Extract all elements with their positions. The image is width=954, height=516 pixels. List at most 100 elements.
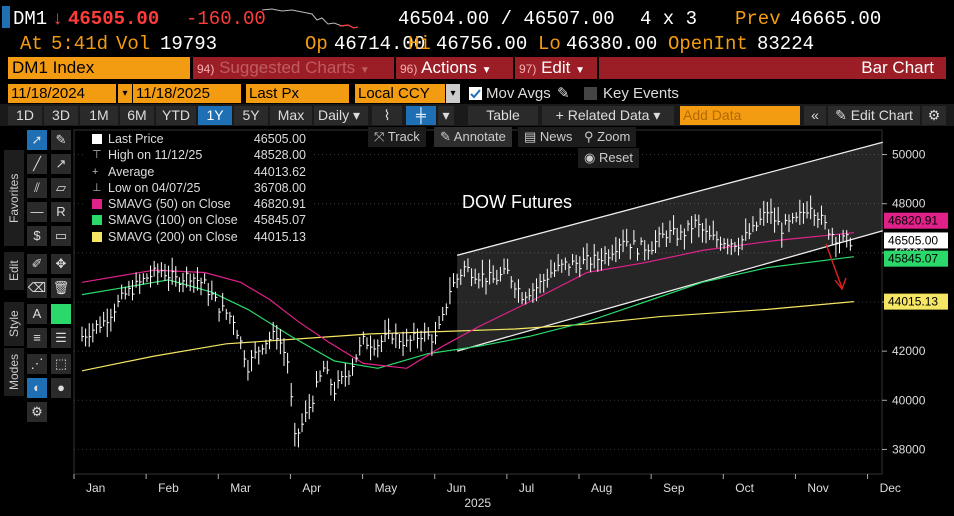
suggested-charts-menu[interactable]: 94) Suggested Charts ▼ bbox=[193, 57, 394, 79]
bar-chart-icon[interactable]: ╪ bbox=[406, 106, 436, 125]
channel-fill bbox=[457, 142, 883, 352]
period-5y[interactable]: 5Y bbox=[234, 106, 268, 125]
legend-row[interactable]: ⊤ High on 11/12/25 48528.00 bbox=[84, 147, 312, 163]
start-date-dropdown-icon[interactable]: ▾ bbox=[118, 84, 132, 103]
y-tick-label: 48000 bbox=[892, 197, 926, 211]
edit-menu[interactable]: 97) Edit ▼ bbox=[515, 57, 597, 79]
legend-row[interactable]: + Average 44013.62 bbox=[84, 164, 312, 180]
period-ytd[interactable]: YTD bbox=[156, 106, 196, 125]
price-tag-label: 46505.00 bbox=[888, 233, 938, 247]
line-chart-icon[interactable]: ⌇ bbox=[372, 106, 402, 125]
price-tag bbox=[884, 232, 948, 249]
pointer-icon[interactable]: ➚ bbox=[27, 130, 47, 150]
start-date-field[interactable]: 11/18/2024 bbox=[8, 84, 116, 103]
trash-icon[interactable]: 🗑 bbox=[51, 278, 71, 298]
hline-icon[interactable]: — bbox=[27, 202, 47, 222]
tab-style[interactable]: Style bbox=[4, 302, 24, 346]
pencil-icon[interactable]: ✎ bbox=[557, 85, 570, 102]
bid-ask: 46504.00 / 46507.00 bbox=[398, 8, 615, 30]
collapse-icon[interactable]: « bbox=[804, 106, 826, 125]
eraser-icon[interactable]: ⌫ bbox=[27, 278, 47, 298]
zoom-button[interactable]: ⚲ Zoom bbox=[578, 127, 637, 147]
down-arrow-icon: ↓ bbox=[52, 8, 64, 30]
period-3d[interactable]: 3D bbox=[44, 106, 78, 125]
period-1d[interactable]: 1D bbox=[8, 106, 42, 125]
fib-icon[interactable]: $ bbox=[27, 226, 47, 246]
crosshair-icon[interactable]: ⋰ bbox=[27, 354, 47, 374]
x-tick-label: Feb bbox=[158, 481, 179, 495]
annotate-button[interactable]: ✎ Annotate bbox=[434, 127, 512, 147]
gear-icon[interactable]: ⚙ bbox=[922, 106, 946, 125]
openint-label: OpenInt bbox=[668, 33, 748, 55]
y-tick-label: 42000 bbox=[892, 344, 926, 358]
field-selector[interactable]: Last Px bbox=[246, 84, 349, 103]
legend-value: 44013.62 bbox=[253, 164, 306, 179]
price-tag-label: 44015.13 bbox=[888, 295, 938, 309]
period-max[interactable]: Max bbox=[270, 106, 312, 125]
legend-row[interactable]: SMAVG (100) on Close 45845.07 bbox=[84, 212, 312, 228]
mov-avgs-checkbox[interactable] bbox=[469, 87, 482, 100]
palette-icon[interactable]: ● bbox=[51, 378, 71, 398]
mode-icon[interactable]: ◐ bbox=[27, 378, 47, 398]
legend-swatch bbox=[92, 134, 102, 144]
brush-icon[interactable]: ✐ bbox=[27, 254, 47, 274]
period-1m[interactable]: 1M bbox=[80, 106, 118, 125]
legend-row[interactable]: ⊥ Low on 04/07/25 36708.00 bbox=[84, 180, 312, 196]
box-icon[interactable]: ▭ bbox=[51, 226, 71, 246]
related-data-button[interactable]: + Related Data ▾ bbox=[542, 106, 674, 125]
period-6m[interactable]: 6M bbox=[120, 106, 154, 125]
legend-marker-icon: ⊥ bbox=[92, 181, 102, 194]
quote-header: DM1 ↓ 46505.00 -160.00 46504.00 / 46507.… bbox=[0, 0, 954, 56]
chart-type-label[interactable]: Bar Chart bbox=[599, 57, 946, 79]
legend-row[interactable]: Last Price 46505.00 bbox=[84, 131, 312, 147]
tab-modes[interactable]: Modes bbox=[4, 348, 24, 396]
magnet-icon[interactable]: ⬚ bbox=[51, 354, 71, 374]
actions-menu[interactable]: 96) Actions ▼ bbox=[396, 57, 513, 79]
y-tick-label: 40000 bbox=[892, 393, 926, 407]
x-tick-label: Nov bbox=[807, 481, 828, 495]
end-date-field[interactable]: 11/18/2025 bbox=[133, 84, 241, 103]
legend-name: SMAVG (200) on Close bbox=[108, 229, 238, 244]
frequency-selector[interactable]: Daily ▾ bbox=[314, 106, 368, 125]
pen-icon[interactable]: ✎ bbox=[51, 130, 71, 150]
currency-selector[interactable]: Local CCY bbox=[355, 84, 445, 103]
period-1y[interactable]: 1Y bbox=[198, 106, 232, 125]
reset-button[interactable]: ◉ Reset bbox=[578, 148, 639, 168]
volume: 19793 bbox=[160, 33, 218, 55]
channel-icon[interactable]: ⫽ bbox=[27, 178, 47, 198]
legend-row[interactable]: SMAVG (200) on Close 44015.13 bbox=[84, 229, 312, 245]
table-button[interactable]: Table bbox=[468, 106, 538, 125]
x-tick-label: Aug bbox=[591, 481, 612, 495]
currency-dropdown-icon[interactable]: ▾ bbox=[446, 84, 460, 103]
legend-swatch bbox=[92, 231, 102, 242]
ticker[interactable]: DM1 bbox=[13, 8, 48, 30]
style-text-icon[interactable]: A bbox=[27, 304, 47, 324]
trendline-icon[interactable]: ╱ bbox=[27, 154, 47, 174]
edit-chart-button[interactable]: ✎ Edit Chart bbox=[828, 106, 920, 125]
sma200-line bbox=[81, 301, 854, 372]
ray-icon[interactable]: ↗ bbox=[51, 154, 71, 174]
color-swatch-icon[interactable] bbox=[51, 304, 71, 324]
move-icon[interactable]: ✥ bbox=[51, 254, 71, 274]
add-data-field[interactable]: Add Data bbox=[680, 106, 800, 125]
news-label: News bbox=[539, 129, 573, 144]
security-field[interactable]: DM1 Index bbox=[8, 57, 190, 79]
key-events-checkbox[interactable] bbox=[584, 87, 597, 100]
track-button[interactable]: ⤧ Track bbox=[368, 127, 426, 147]
text-icon[interactable]: R bbox=[51, 202, 71, 222]
news-button[interactable]: ▤ News bbox=[518, 127, 579, 147]
chart-area[interactable]: 38000400004200044000460004800050000JanFe… bbox=[0, 126, 954, 516]
chart-style-dropdown-icon[interactable]: ▾ bbox=[438, 106, 454, 125]
toolbar: 1D 3D 1M 6M YTD 1Y 5Y Max Daily ▾ ⌇ ╪ ▾ … bbox=[0, 104, 954, 126]
tab-edit[interactable]: Edit bbox=[4, 252, 24, 290]
settings-icon[interactable]: ⚙ bbox=[27, 402, 47, 422]
rectangle-icon[interactable]: ▱ bbox=[51, 178, 71, 198]
low-price: 46380.00 bbox=[566, 33, 658, 55]
y-tick-label: 38000 bbox=[892, 442, 926, 456]
tab-favorites[interactable]: Favorites bbox=[4, 150, 24, 246]
prev-label: Prev bbox=[735, 8, 781, 30]
line-style-icon[interactable]: ☰ bbox=[51, 328, 71, 348]
legend-row[interactable]: SMAVG (50) on Close 46820.91 bbox=[84, 196, 312, 212]
line-width-icon[interactable]: ≡ bbox=[27, 328, 47, 348]
x-tick-label: Jul bbox=[519, 481, 534, 495]
